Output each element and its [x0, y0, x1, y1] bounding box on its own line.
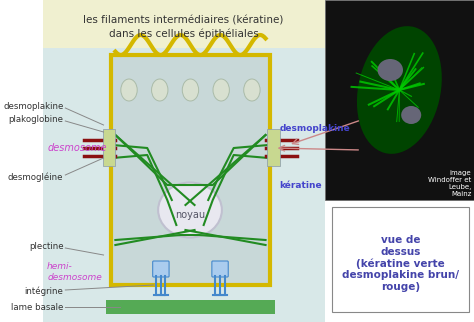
Ellipse shape	[377, 59, 403, 81]
FancyBboxPatch shape	[111, 55, 270, 285]
FancyBboxPatch shape	[267, 129, 280, 166]
FancyBboxPatch shape	[212, 261, 228, 277]
Ellipse shape	[182, 79, 199, 101]
Ellipse shape	[213, 79, 229, 101]
Text: desmosome: desmosome	[47, 143, 107, 153]
FancyBboxPatch shape	[103, 129, 115, 166]
Text: vue de
dessus
(kératine verte
desmoplakine brun/
rouge): vue de dessus (kératine verte desmoplaki…	[342, 235, 459, 292]
Text: noyau: noyau	[175, 210, 205, 220]
FancyBboxPatch shape	[43, 0, 325, 48]
FancyBboxPatch shape	[153, 261, 169, 277]
Ellipse shape	[121, 79, 137, 101]
Text: hemi-
desmosome: hemi- desmosome	[47, 262, 102, 282]
Text: intégrine: intégrine	[25, 286, 64, 296]
Ellipse shape	[152, 79, 168, 101]
Text: plakoglobine: plakoglobine	[9, 115, 64, 124]
Text: image
Windoffer et
Leube,
Mainz: image Windoffer et Leube, Mainz	[428, 170, 471, 197]
Text: desmogléine: desmogléine	[8, 172, 64, 182]
Text: lame basale: lame basale	[11, 302, 64, 311]
FancyBboxPatch shape	[43, 48, 325, 322]
Ellipse shape	[401, 106, 421, 124]
FancyBboxPatch shape	[325, 0, 474, 200]
Text: dans les cellules épithéliales: dans les cellules épithéliales	[109, 28, 258, 39]
Text: kératine: kératine	[279, 181, 322, 190]
Ellipse shape	[357, 26, 442, 154]
Text: plectine: plectine	[29, 242, 64, 251]
Text: desmoplakine: desmoplakine	[3, 101, 64, 110]
Ellipse shape	[244, 79, 260, 101]
Text: desmoplakine: desmoplakine	[279, 124, 350, 132]
Ellipse shape	[158, 183, 222, 238]
FancyBboxPatch shape	[106, 300, 274, 314]
FancyBboxPatch shape	[43, 0, 474, 322]
Text: les filaments intermédiaires (kératine): les filaments intermédiaires (kératine)	[83, 15, 284, 25]
FancyBboxPatch shape	[332, 207, 468, 312]
